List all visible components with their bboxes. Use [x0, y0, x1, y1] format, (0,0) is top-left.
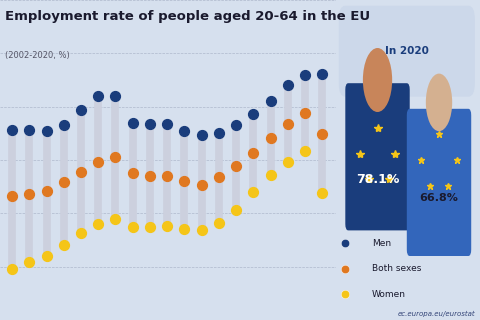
Point: [318, 132, 326, 137]
Point: [301, 72, 309, 77]
Point: [215, 131, 223, 136]
Text: Men: Men: [372, 239, 391, 248]
Point: [146, 121, 154, 126]
Point: [198, 228, 205, 233]
Point: [77, 230, 85, 235]
Point: [180, 227, 188, 232]
Point: [146, 225, 154, 230]
Text: 78.1%: 78.1%: [356, 173, 399, 186]
Point: [180, 129, 188, 134]
Point: [60, 243, 68, 248]
Circle shape: [363, 48, 392, 112]
Point: [318, 190, 326, 196]
Point: [198, 133, 205, 138]
Point: [112, 216, 120, 221]
Point: [25, 260, 33, 265]
Point: [129, 170, 136, 175]
Point: [232, 164, 240, 169]
Point: [318, 71, 326, 76]
Point: [267, 135, 275, 140]
Point: [250, 189, 257, 195]
Point: [163, 224, 171, 229]
Point: [60, 180, 68, 185]
Point: [215, 174, 223, 180]
Point: [25, 128, 33, 133]
Text: Both sexes: Both sexes: [372, 264, 421, 273]
Point: [77, 107, 85, 112]
Point: [163, 173, 171, 179]
Point: [112, 154, 120, 159]
Point: [77, 169, 85, 174]
Point: [301, 149, 309, 154]
Text: In 2020: In 2020: [385, 46, 429, 56]
Point: [146, 173, 154, 179]
Point: [112, 93, 120, 99]
Point: [95, 221, 102, 227]
Point: [129, 225, 136, 230]
Point: [25, 192, 33, 197]
Point: [284, 83, 291, 88]
Point: [267, 99, 275, 104]
Point: [95, 93, 102, 99]
Point: [250, 112, 257, 117]
Point: [215, 220, 223, 226]
Text: Women: Women: [372, 290, 406, 299]
Point: [198, 182, 205, 187]
Point: [43, 188, 50, 194]
Point: [180, 179, 188, 184]
FancyBboxPatch shape: [345, 83, 410, 230]
Point: [8, 194, 16, 199]
Point: [267, 172, 275, 178]
Text: Employment rate of people aged 20-64 in the EU: Employment rate of people aged 20-64 in …: [5, 10, 370, 23]
Point: [129, 120, 136, 125]
Point: [60, 122, 68, 127]
Point: [250, 150, 257, 155]
Point: [95, 160, 102, 165]
Text: 66.8%: 66.8%: [420, 193, 458, 204]
Point: [8, 128, 16, 133]
FancyBboxPatch shape: [339, 6, 474, 96]
Point: [301, 110, 309, 116]
Point: [43, 253, 50, 259]
Text: (2002-2020, %): (2002-2020, %): [5, 51, 70, 60]
Point: [163, 121, 171, 126]
Point: [284, 160, 291, 165]
Point: [43, 129, 50, 134]
FancyBboxPatch shape: [407, 109, 471, 256]
Point: [8, 266, 16, 271]
Point: [232, 122, 240, 127]
Point: [284, 121, 291, 126]
Point: [232, 208, 240, 213]
Text: ec.europa.eu/eurostat: ec.europa.eu/eurostat: [397, 311, 475, 317]
Circle shape: [426, 74, 452, 131]
